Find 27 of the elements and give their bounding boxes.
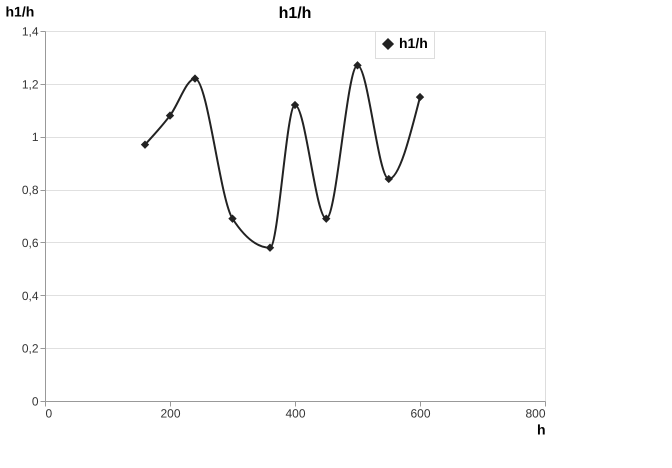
point	[384, 174, 393, 184]
point	[140, 140, 150, 149]
x-axis-title: h	[536, 422, 546, 438]
point	[228, 214, 237, 223]
x-tick-label: 400	[285, 406, 306, 420]
x-tick-label: 600	[410, 406, 431, 420]
y-tick-label: 0,4	[22, 288, 39, 303]
legend-label: h1/h	[399, 35, 428, 51]
y-tick-label: 0,6	[22, 236, 39, 250]
point	[290, 100, 300, 110]
x-tick-label: 200	[160, 406, 181, 420]
x-tick-label: 0	[46, 406, 52, 420]
point	[190, 74, 200, 83]
point	[322, 214, 330, 223]
x-tick-label: 800	[525, 406, 546, 420]
chart-title: h1/h	[278, 5, 312, 22]
y-tick-label: 0,2	[22, 342, 39, 356]
y-tick-label: 0,8	[22, 183, 39, 198]
point	[266, 244, 274, 252]
point	[166, 111, 174, 120]
y-axis-title: h1/h	[6, 4, 34, 20]
y-tick-label: 0	[32, 394, 39, 408]
y-tick-label: 1	[32, 130, 39, 144]
point	[416, 92, 424, 102]
y-tick-label: 1,4	[22, 24, 39, 38]
y-tick-label: 1,2	[22, 77, 39, 92]
point	[353, 61, 362, 70]
